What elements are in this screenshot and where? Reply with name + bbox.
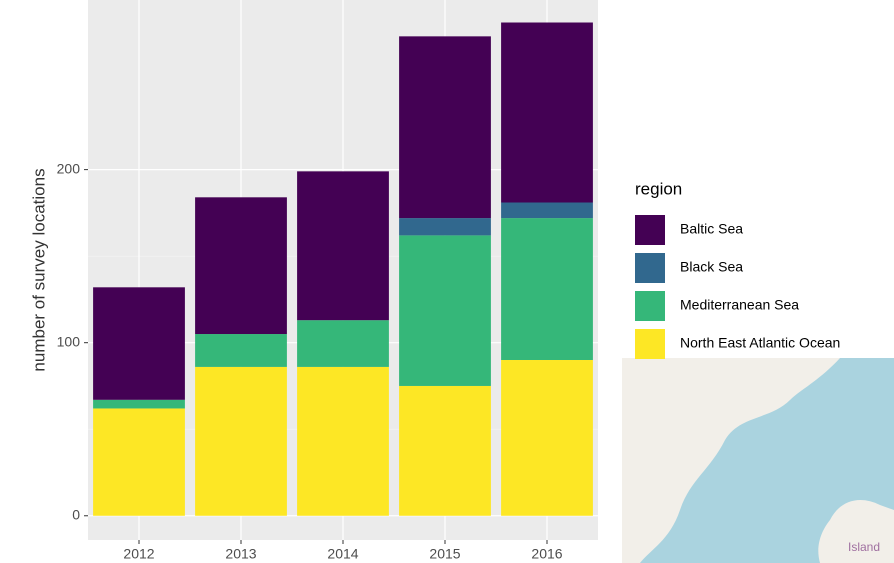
chart: Island number of survey locations region… <box>0 0 894 563</box>
bar-segment <box>399 386 491 516</box>
bar-segment <box>195 334 287 367</box>
bar-segment <box>501 360 593 516</box>
bar-segment <box>399 218 491 235</box>
plot: 0 100 200 2012 2013 2014 2015 2016 <box>57 0 598 562</box>
legend-title: region <box>635 179 682 198</box>
bar-segment <box>501 23 593 203</box>
bar-segment <box>297 320 389 367</box>
bar-segment <box>93 408 185 515</box>
map-inset: Island <box>622 358 894 563</box>
x-tick-label: 2012 <box>123 546 154 562</box>
y-tick-label: 0 <box>72 506 80 522</box>
bar-segment <box>399 235 491 386</box>
x-tick-label: 2013 <box>225 546 256 562</box>
y-tick-label: 100 <box>57 333 81 349</box>
bar-segment <box>297 367 389 516</box>
legend-key <box>635 253 665 283</box>
y-axis-title: number of survey locations <box>29 168 48 371</box>
x-tick-label: 2015 <box>429 546 460 562</box>
legend-label: Mediterranean Sea <box>680 297 799 313</box>
bar-segment <box>195 197 287 334</box>
bar-segment <box>195 367 287 516</box>
x-tick-label: 2014 <box>327 546 358 562</box>
legend-label: North East Atlantic Ocean <box>680 335 840 351</box>
bar-segment <box>93 400 185 409</box>
legend-label: Baltic Sea <box>680 221 743 237</box>
x-tick-label: 2016 <box>531 546 562 562</box>
legend-key <box>635 291 665 321</box>
bar-segment <box>399 36 491 218</box>
y-tick-label: 200 <box>57 160 81 176</box>
map-label: Island <box>848 540 880 554</box>
legend-key <box>635 329 665 359</box>
legend-key <box>635 215 665 245</box>
bar-segment <box>297 171 389 320</box>
legend-label: Black Sea <box>680 259 743 275</box>
bar-segment <box>93 287 185 400</box>
bar-segment <box>501 203 593 219</box>
bar-segment <box>501 218 593 360</box>
